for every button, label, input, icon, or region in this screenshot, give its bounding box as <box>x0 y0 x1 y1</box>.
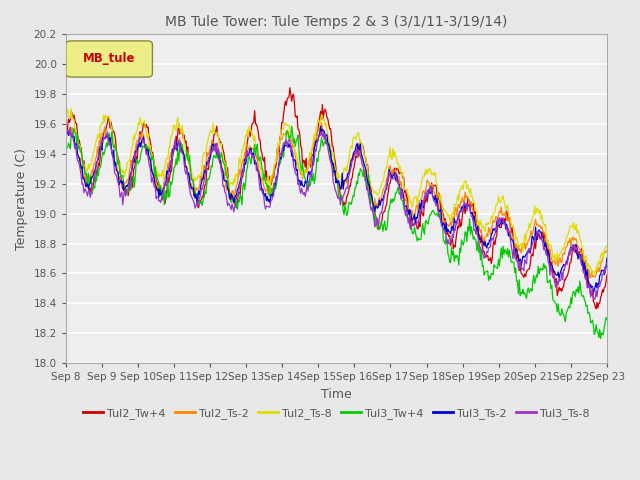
Tul2_Tw+4 <box>201 182 209 188</box>
Tul3_Ts-8 <box>67 124 74 130</box>
Tul2_Tw+4 <box>286 85 294 91</box>
Tul3_Tw+4 <box>308 173 316 179</box>
Line: Tul3_Ts-8: Tul3_Ts-8 <box>66 127 607 300</box>
Tul3_Ts-2 <box>317 123 324 129</box>
Tul2_Ts-8 <box>382 167 390 173</box>
Line: Tul3_Ts-2: Tul3_Ts-2 <box>66 126 607 293</box>
Tul3_Ts-8 <box>308 174 316 180</box>
Tul2_Ts-2 <box>424 179 432 185</box>
Tul3_Tw+4 <box>382 227 390 233</box>
Tul2_Tw+4 <box>308 152 316 157</box>
Tul3_Ts-8 <box>202 170 210 176</box>
Tul2_Tw+4 <box>62 133 70 139</box>
Tul3_Ts-8 <box>159 197 166 203</box>
Line: Tul2_Ts-2: Tul2_Ts-2 <box>66 123 607 278</box>
Tul2_Tw+4 <box>592 306 600 312</box>
Line: Tul2_Ts-8: Tul2_Ts-8 <box>66 109 607 274</box>
Tul3_Tw+4 <box>288 123 296 129</box>
Tul2_Ts-2 <box>62 130 70 136</box>
Text: MB_tule: MB_tule <box>83 52 136 65</box>
Tul3_Ts-2 <box>201 168 209 173</box>
Tul2_Ts-2 <box>157 192 165 198</box>
Tul3_Tw+4 <box>470 234 478 240</box>
Tul2_Ts-2 <box>201 167 209 172</box>
Tul3_Ts-2 <box>589 290 597 296</box>
Tul2_Tw+4 <box>157 188 165 193</box>
Tul2_Tw+4 <box>382 204 390 209</box>
Tul2_Ts-8 <box>308 147 316 153</box>
Tul3_Tw+4 <box>603 317 611 323</box>
Tul2_Ts-8 <box>67 106 75 112</box>
X-axis label: Time: Time <box>321 388 352 401</box>
Tul2_Ts-2 <box>470 213 478 219</box>
Tul3_Ts-8 <box>470 228 478 233</box>
Tul2_Ts-2 <box>382 183 390 189</box>
Tul2_Ts-2 <box>317 120 325 126</box>
Title: MB Tule Tower: Tule Temps 2 & 3 (3/1/11-3/19/14): MB Tule Tower: Tule Temps 2 & 3 (3/1/11-… <box>165 15 508 29</box>
Tul2_Tw+4 <box>470 211 478 217</box>
Tul3_Ts-2 <box>603 255 611 261</box>
Y-axis label: Temperature (C): Temperature (C) <box>15 148 28 250</box>
Legend: Tul2_Tw+4, Tul2_Ts-2, Tul2_Ts-8, Tul3_Tw+4, Tul3_Ts-2, Tul3_Ts-8: Tul2_Tw+4, Tul2_Ts-2, Tul2_Ts-8, Tul3_Tw… <box>79 403 594 423</box>
Tul3_Ts-2 <box>62 133 70 139</box>
Tul2_Ts-8 <box>589 271 596 277</box>
Tul3_Ts-2 <box>470 213 478 219</box>
Tul2_Ts-2 <box>307 160 314 166</box>
Tul2_Ts-8 <box>424 170 432 176</box>
Tul3_Ts-2 <box>382 186 390 192</box>
Line: Tul3_Tw+4: Tul3_Tw+4 <box>66 126 607 339</box>
Tul3_Tw+4 <box>157 194 165 200</box>
Tul3_Tw+4 <box>596 336 604 342</box>
Tul2_Ts-8 <box>603 243 611 249</box>
Tul2_Ts-8 <box>470 198 478 204</box>
Tul3_Ts-8 <box>382 187 390 193</box>
Tul2_Ts-8 <box>159 167 166 173</box>
Tul2_Ts-8 <box>62 116 70 121</box>
Tul2_Ts-2 <box>603 248 611 254</box>
Tul3_Tw+4 <box>424 221 432 227</box>
Tul2_Ts-2 <box>586 275 594 281</box>
Tul3_Ts-2 <box>157 191 165 196</box>
Tul3_Ts-2 <box>307 169 314 175</box>
Tul3_Tw+4 <box>62 150 70 156</box>
Line: Tul2_Tw+4: Tul2_Tw+4 <box>66 88 607 309</box>
FancyBboxPatch shape <box>66 41 152 77</box>
Tul2_Tw+4 <box>424 192 432 198</box>
Tul2_Tw+4 <box>603 272 611 278</box>
Tul3_Ts-8 <box>603 260 611 265</box>
Tul3_Ts-8 <box>424 192 432 198</box>
Tul3_Ts-2 <box>424 190 432 196</box>
Tul3_Tw+4 <box>201 188 209 194</box>
Tul2_Ts-8 <box>202 149 210 155</box>
Tul3_Ts-8 <box>591 297 598 302</box>
Tul3_Ts-8 <box>62 137 70 143</box>
